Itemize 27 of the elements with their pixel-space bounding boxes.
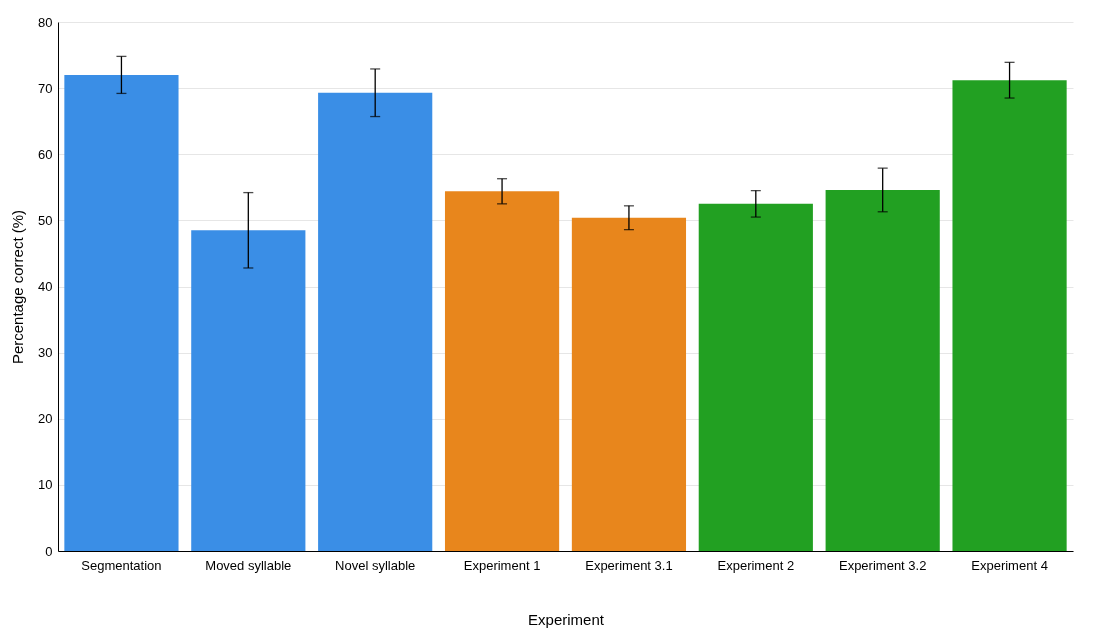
x-tick-label: Moved syllable xyxy=(205,557,292,573)
y-tick-label: 50 xyxy=(38,212,53,228)
x-tick-label: Experiment 1 xyxy=(463,557,541,573)
x-tick-label: Experiment 2 xyxy=(717,557,795,573)
x-tick-label: Novel syllable xyxy=(335,557,416,573)
bar xyxy=(825,189,940,551)
x-tick-label: Experiment 4 xyxy=(971,557,1048,573)
bar xyxy=(191,230,306,551)
y-tick-label: 80 xyxy=(38,14,53,30)
x-tick-label: Experiment 3.2 xyxy=(838,557,927,573)
x-tick-label: Segmentation xyxy=(81,557,162,573)
x-tick-label: Experiment 3.1 xyxy=(585,557,673,573)
x-axis-title: Experiment xyxy=(528,610,605,628)
bar xyxy=(444,191,560,551)
y-tick-label: 0 xyxy=(45,543,53,559)
y-axis-title: Percentage correct (%) xyxy=(9,209,27,365)
y-tick-label: 20 xyxy=(38,411,53,427)
bar xyxy=(952,80,1067,551)
bar xyxy=(64,74,179,551)
bar xyxy=(571,217,687,551)
bar xyxy=(698,203,813,551)
y-tick-label: 40 xyxy=(38,279,53,294)
bar xyxy=(318,92,433,551)
y-tick-label: 60 xyxy=(38,146,53,162)
y-tick-label: 10 xyxy=(38,477,53,493)
y-tick-label: 30 xyxy=(38,345,53,361)
y-tick-label: 70 xyxy=(38,80,53,96)
